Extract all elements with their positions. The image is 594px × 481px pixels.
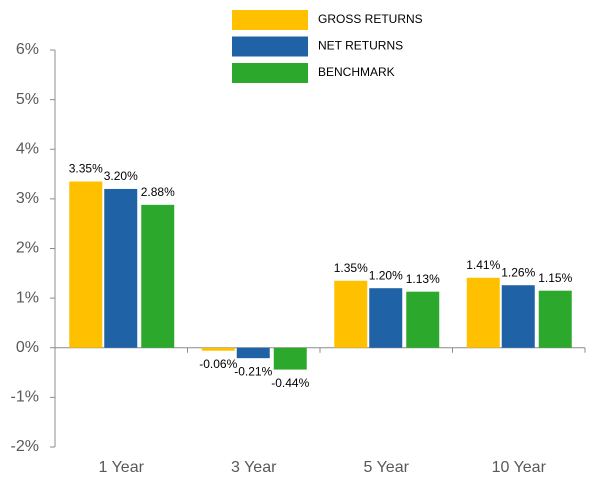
legend-swatch: [232, 63, 308, 83]
data-label: 1.15%: [538, 271, 572, 285]
bar: [334, 280, 368, 348]
y-tick-label: 5%: [16, 91, 39, 108]
bar: [501, 285, 535, 348]
legend-label: BENCHMARK: [318, 65, 395, 79]
y-tick-label: 2%: [16, 240, 39, 257]
y-tick-label: 1%: [16, 289, 39, 306]
x-tick-label: 1 Year: [99, 459, 145, 476]
x-tick-label: 5 Year: [364, 459, 410, 476]
bar: [273, 347, 307, 370]
y-tick-label: -2%: [11, 438, 39, 455]
data-label: 1.13%: [406, 272, 440, 286]
y-tick-label: 4%: [16, 140, 39, 157]
data-label: -0.44%: [271, 376, 309, 390]
bar: [236, 347, 270, 359]
data-label: -0.21%: [234, 364, 272, 378]
data-label: 3.20%: [104, 169, 138, 183]
y-tick-label: -1%: [11, 389, 39, 406]
legend-swatch: [232, 10, 308, 30]
bar: [466, 277, 500, 348]
bar: [538, 290, 572, 348]
bar: [141, 204, 175, 348]
data-label: 1.41%: [466, 258, 500, 272]
data-label: 2.88%: [141, 185, 175, 199]
bar: [369, 288, 403, 348]
bar: [104, 188, 138, 348]
data-label: 1.35%: [334, 261, 368, 275]
x-tick-label: 10 Year: [492, 459, 547, 476]
data-label: 1.20%: [369, 268, 403, 282]
data-label: 3.35%: [69, 162, 103, 176]
bar: [201, 347, 235, 351]
y-tick-label: 6%: [16, 41, 39, 58]
bar: [406, 291, 440, 348]
legend-label: NET RETURNS: [318, 39, 403, 53]
bar: [69, 181, 103, 348]
legend-swatch: [232, 36, 308, 57]
x-tick-label: 3 Year: [231, 459, 277, 476]
legend-label: GROSS RETURNS: [318, 12, 423, 26]
y-tick-label: 0%: [16, 339, 39, 356]
data-label: -0.06%: [199, 357, 237, 371]
data-label: 1.26%: [501, 265, 535, 279]
y-tick-label: 3%: [16, 190, 39, 207]
